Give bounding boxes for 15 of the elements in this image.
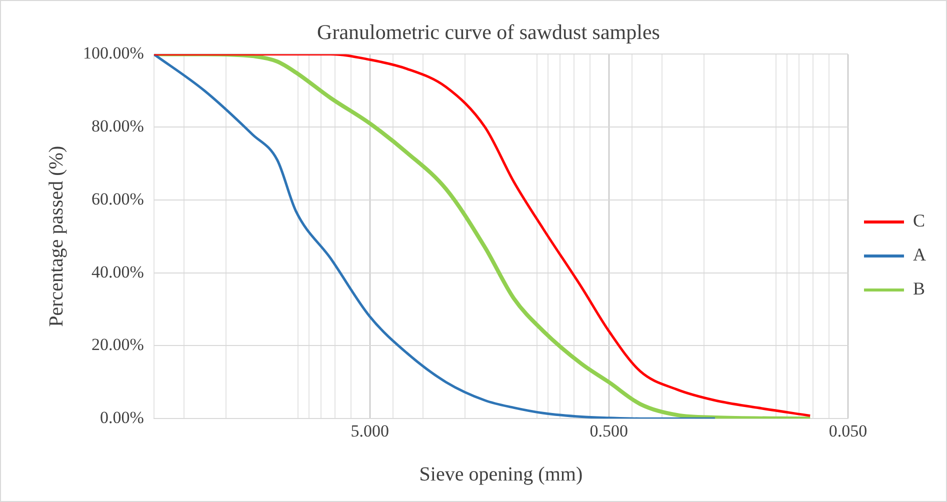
y-tick-label: 40.00% xyxy=(91,262,144,282)
legend-label: A xyxy=(913,244,926,265)
y-tick-label: 100.00% xyxy=(82,44,144,63)
x-tick-label: 0.500 xyxy=(590,421,628,440)
y-axis-title: Percentage passed (%) xyxy=(45,146,68,327)
y-tick-label: 60.00% xyxy=(91,189,144,208)
x-tick-label: 5.000 xyxy=(350,421,389,440)
y-tick-label: 20.00% xyxy=(91,335,144,354)
y-tick-label: 80.00% xyxy=(91,116,144,136)
y-tick-label: 0.00% xyxy=(100,408,144,428)
x-tick-label: 0.050 xyxy=(828,421,868,440)
legend-label: B xyxy=(913,278,926,299)
x-axis-title: Sieve opening (mm) xyxy=(419,463,583,486)
chart-title: Granulometric curve of sawdust samples xyxy=(317,20,660,44)
legend-label: C xyxy=(913,210,926,231)
